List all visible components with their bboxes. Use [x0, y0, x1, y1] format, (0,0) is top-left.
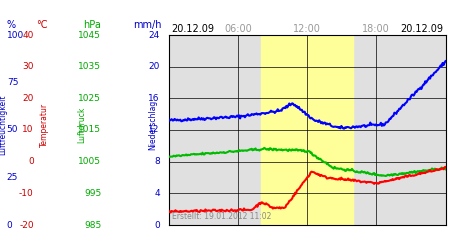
Text: -10: -10 [19, 189, 34, 198]
Text: 1005: 1005 [78, 157, 101, 166]
Text: 50: 50 [7, 126, 18, 134]
Text: %: % [7, 20, 16, 30]
Text: 985: 985 [84, 220, 101, 230]
Text: Temperatur: Temperatur [40, 103, 49, 147]
Text: 10: 10 [22, 126, 34, 134]
Text: 1035: 1035 [78, 62, 101, 71]
Text: 20: 20 [148, 62, 160, 71]
Text: 995: 995 [84, 189, 101, 198]
Text: 40: 40 [22, 30, 34, 40]
Text: 0: 0 [154, 220, 160, 230]
Text: 20.12.09: 20.12.09 [400, 24, 443, 34]
Text: Erstellt: 19.01.2012 11:02: Erstellt: 19.01.2012 11:02 [171, 212, 271, 221]
Text: 1015: 1015 [78, 126, 101, 134]
Text: 100: 100 [7, 30, 24, 40]
Text: Niederschlag: Niederschlag [148, 100, 157, 150]
Text: 24: 24 [148, 30, 160, 40]
Text: 0: 0 [28, 157, 34, 166]
Text: 4: 4 [154, 189, 160, 198]
Text: 0: 0 [7, 220, 13, 230]
Text: 8: 8 [154, 157, 160, 166]
Text: 30: 30 [22, 62, 34, 71]
Text: 1025: 1025 [78, 94, 101, 103]
Text: 25: 25 [7, 173, 18, 182]
Text: 20: 20 [22, 94, 34, 103]
Text: 12: 12 [148, 126, 160, 134]
Text: hPa: hPa [83, 20, 101, 30]
Text: °C: °C [36, 20, 48, 30]
Text: 20.12.09: 20.12.09 [171, 24, 214, 34]
Text: Luftdruck: Luftdruck [77, 107, 86, 143]
Text: 1045: 1045 [78, 30, 101, 40]
Text: mm/h: mm/h [133, 20, 161, 30]
Bar [261, 35, 353, 225]
Text: Luftfeuchtigkeit: Luftfeuchtigkeit [0, 95, 8, 155]
Text: -20: -20 [19, 220, 34, 230]
Text: 75: 75 [7, 78, 18, 87]
Text: 16: 16 [148, 94, 160, 103]
